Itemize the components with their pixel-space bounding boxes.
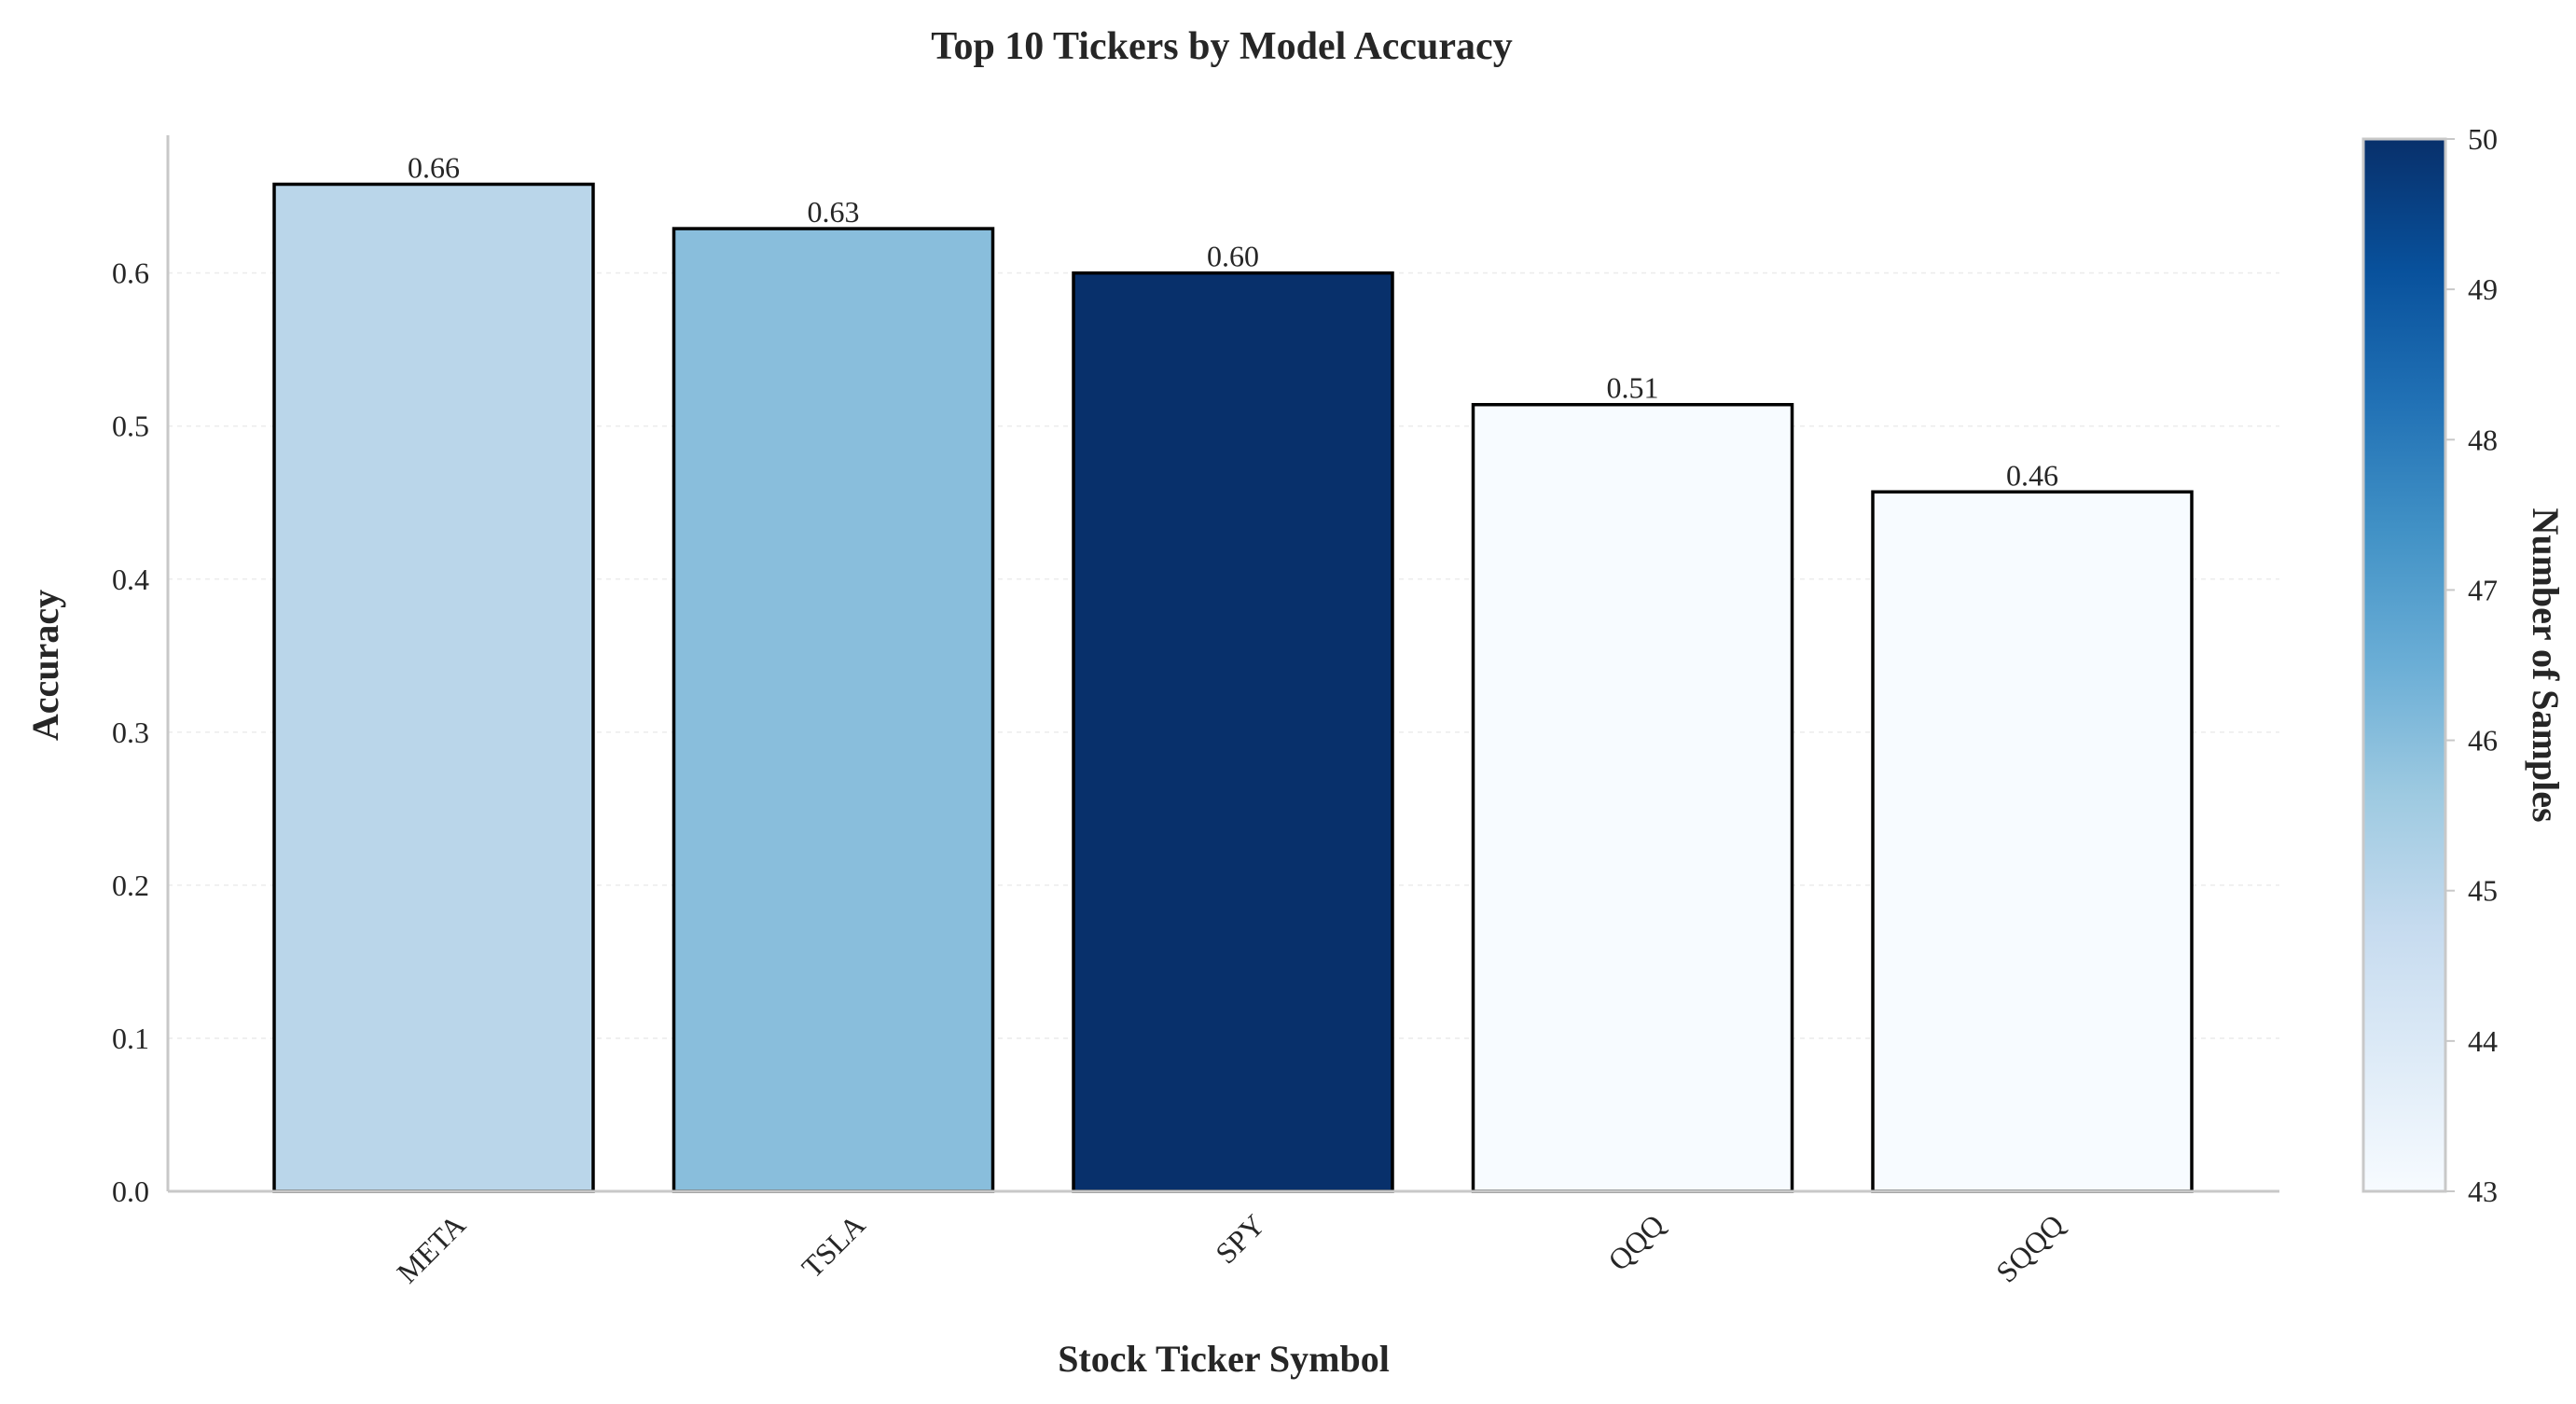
bar-value-label: 0.51 [1607, 371, 1659, 405]
x-axis-title: Stock Ticker Symbol [1058, 1338, 1390, 1380]
colorbar-tick-label: 44 [2468, 1024, 2498, 1058]
colorbar-tick-label: 46 [2468, 724, 2498, 758]
bar-value-label: 0.60 [1207, 240, 1259, 273]
colorbar-tick-label: 43 [2468, 1175, 2498, 1208]
y-tick-label: 0.3 [112, 716, 149, 749]
bar-value-label: 0.66 [408, 150, 460, 184]
colorbar: 43 44 45 46 47 48 49 50 Number of Samples [2361, 122, 2567, 1208]
colorbar-tick-label: 48 [2468, 423, 2498, 456]
x-tick-label: QQQ [1601, 1207, 1670, 1276]
colorbar-tick-label: 49 [2468, 272, 2498, 306]
colorbar-tick-label: 45 [2468, 874, 2498, 908]
y-axis-title: Accuracy [24, 590, 66, 741]
bar-value-labels: 0.66 0.63 0.60 0.51 0.46 [408, 150, 2058, 492]
x-tick-labels: META TSLA SPY QQQ SQQQ [390, 1207, 2070, 1289]
y-tick-label: 0.2 [112, 869, 149, 902]
y-tick-labels: 0.0 0.1 0.2 0.3 0.4 0.5 0.6 [112, 257, 149, 1208]
colorbar-title: Number of Samples [2525, 507, 2567, 822]
colorbar-tick-label: 47 [2468, 573, 2498, 606]
x-tick-label: SPY [1209, 1207, 1271, 1270]
x-tick-label: TSLA [795, 1207, 871, 1284]
bar-value-label: 0.63 [808, 195, 860, 229]
bar-meta [272, 182, 595, 1193]
y-tick-label: 0.5 [112, 410, 149, 443]
bar-sqqq [1871, 490, 2194, 1193]
y-tick-label: 0.1 [112, 1022, 149, 1055]
bar-spy [1072, 271, 1394, 1193]
x-tick-label: SQQQ [1989, 1207, 2070, 1288]
bar-value-label: 0.46 [2006, 458, 2058, 492]
y-tick-label: 0.4 [112, 563, 149, 596]
chart-title: Top 10 Tickers by Model Accuracy [931, 25, 1512, 68]
y-tick-label: 0.0 [112, 1175, 149, 1208]
bars [272, 182, 2194, 1193]
colorbar-tick-label: 50 [2468, 122, 2498, 156]
bar-tsla [672, 227, 995, 1193]
x-tick-label: META [390, 1207, 472, 1289]
colorbar-gradient [2361, 137, 2447, 1193]
bar-qqq [1471, 402, 1794, 1193]
colorbar-tick-labels: 43 44 45 46 47 48 49 50 [2445, 122, 2498, 1208]
y-tick-label: 0.6 [112, 257, 149, 290]
